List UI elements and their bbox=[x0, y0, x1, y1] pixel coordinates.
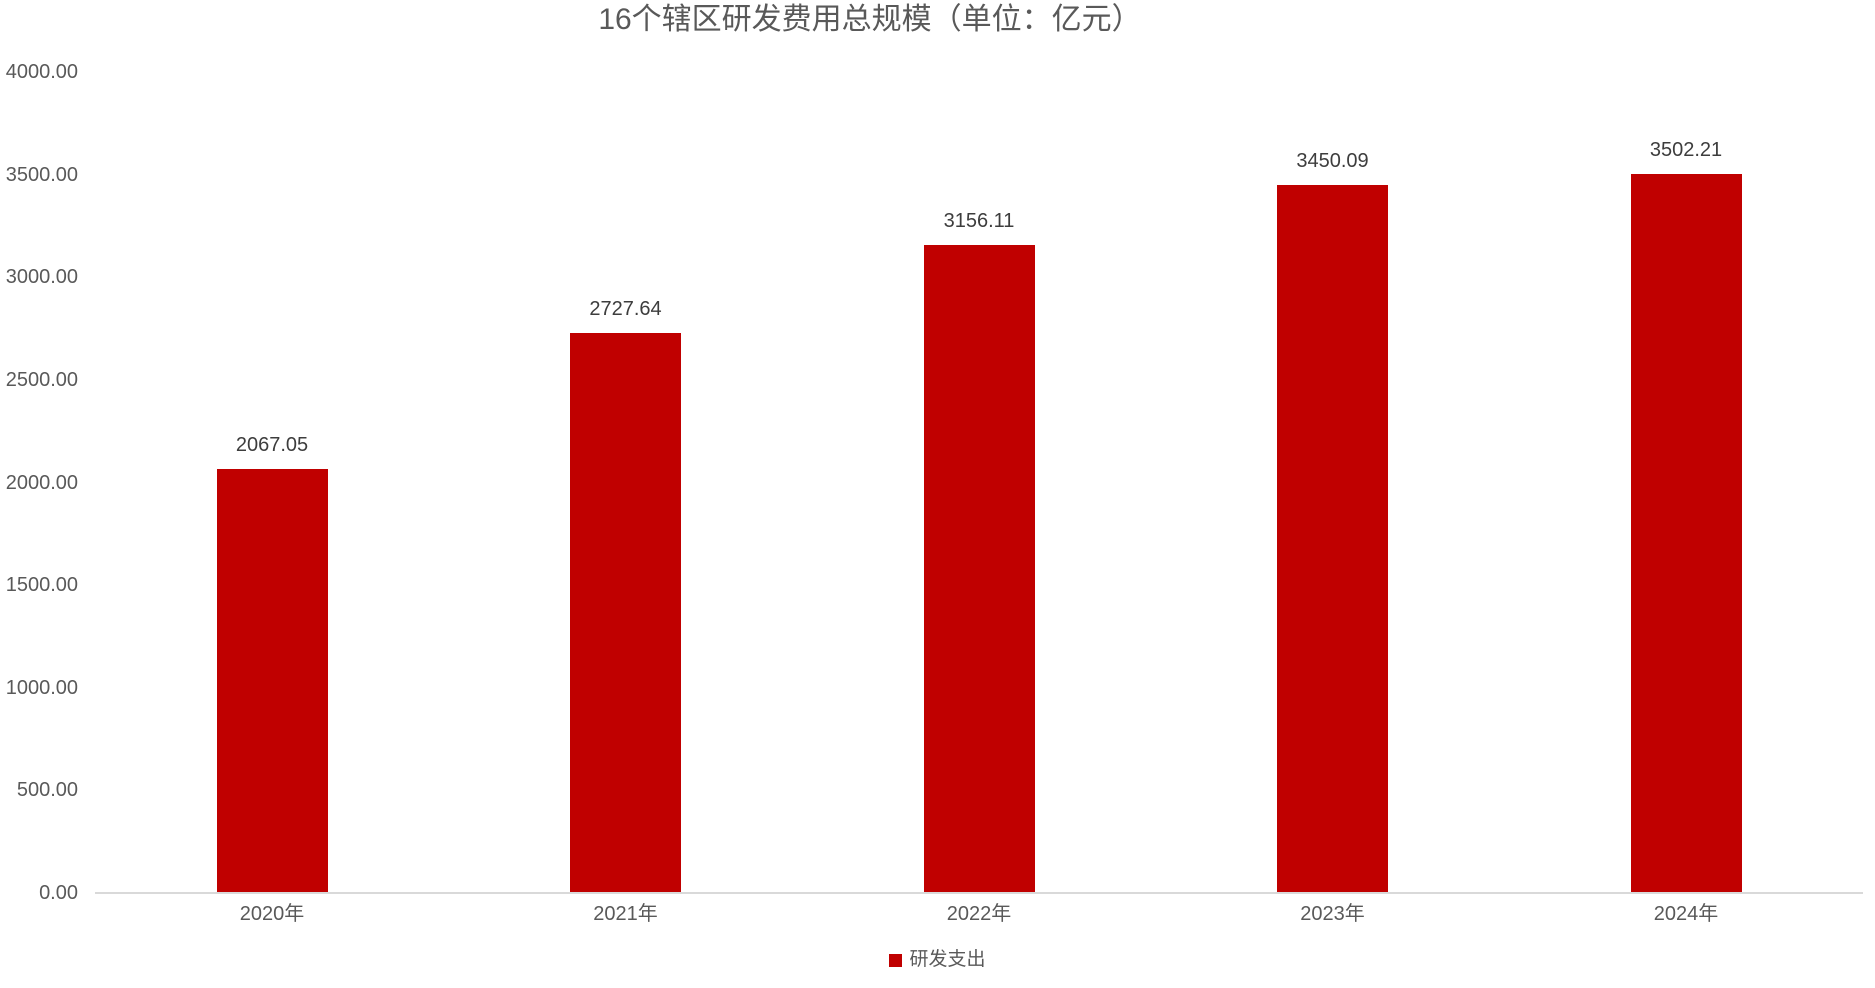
y-axis-tick-label: 0.00 bbox=[39, 882, 78, 904]
y-axis-tick-label: 3000.00 bbox=[5, 266, 78, 288]
bar bbox=[216, 469, 328, 893]
bar-value-label: 2727.64 bbox=[589, 298, 662, 320]
chart-title: 16个辖区研发费用总规模（单位：亿元） bbox=[598, 3, 1142, 36]
y-axis-tick-label: 1000.00 bbox=[5, 677, 78, 699]
x-axis-category-label: 2021年 bbox=[593, 903, 658, 925]
bar bbox=[923, 245, 1035, 893]
bar-value-label: 2067.05 bbox=[235, 434, 309, 456]
bar bbox=[1277, 185, 1388, 893]
x-axis-category-label: 2022年 bbox=[946, 903, 1012, 925]
bar bbox=[570, 333, 681, 893]
legend: 研发支出 bbox=[0, 949, 1875, 971]
y-axis-tick-label: 3500.00 bbox=[5, 164, 78, 186]
y-axis-tick-label: 2000.00 bbox=[5, 472, 78, 494]
x-axis-category-label: 2024年 bbox=[1653, 903, 1719, 925]
y-axis-tick-label: 2500.00 bbox=[5, 369, 78, 391]
legend-label: 研发支出 bbox=[909, 949, 986, 970]
x-axis-category-label: 2023年 bbox=[1300, 903, 1365, 925]
bar-value-label: 3502.21 bbox=[1649, 139, 1723, 161]
y-axis-tick-label: 4000.00 bbox=[5, 61, 78, 83]
x-axis-category-label: 2020年 bbox=[239, 903, 305, 925]
x-axis-line bbox=[95, 892, 1863, 894]
y-axis-tick-label: 500.00 bbox=[16, 779, 78, 801]
bar-value-label: 3450.09 bbox=[1296, 150, 1369, 172]
bar bbox=[1630, 174, 1742, 893]
bar-value-label: 3156.11 bbox=[943, 210, 1015, 232]
legend-swatch-icon bbox=[889, 953, 903, 967]
y-axis-tick-label: 1500.00 bbox=[5, 574, 78, 596]
